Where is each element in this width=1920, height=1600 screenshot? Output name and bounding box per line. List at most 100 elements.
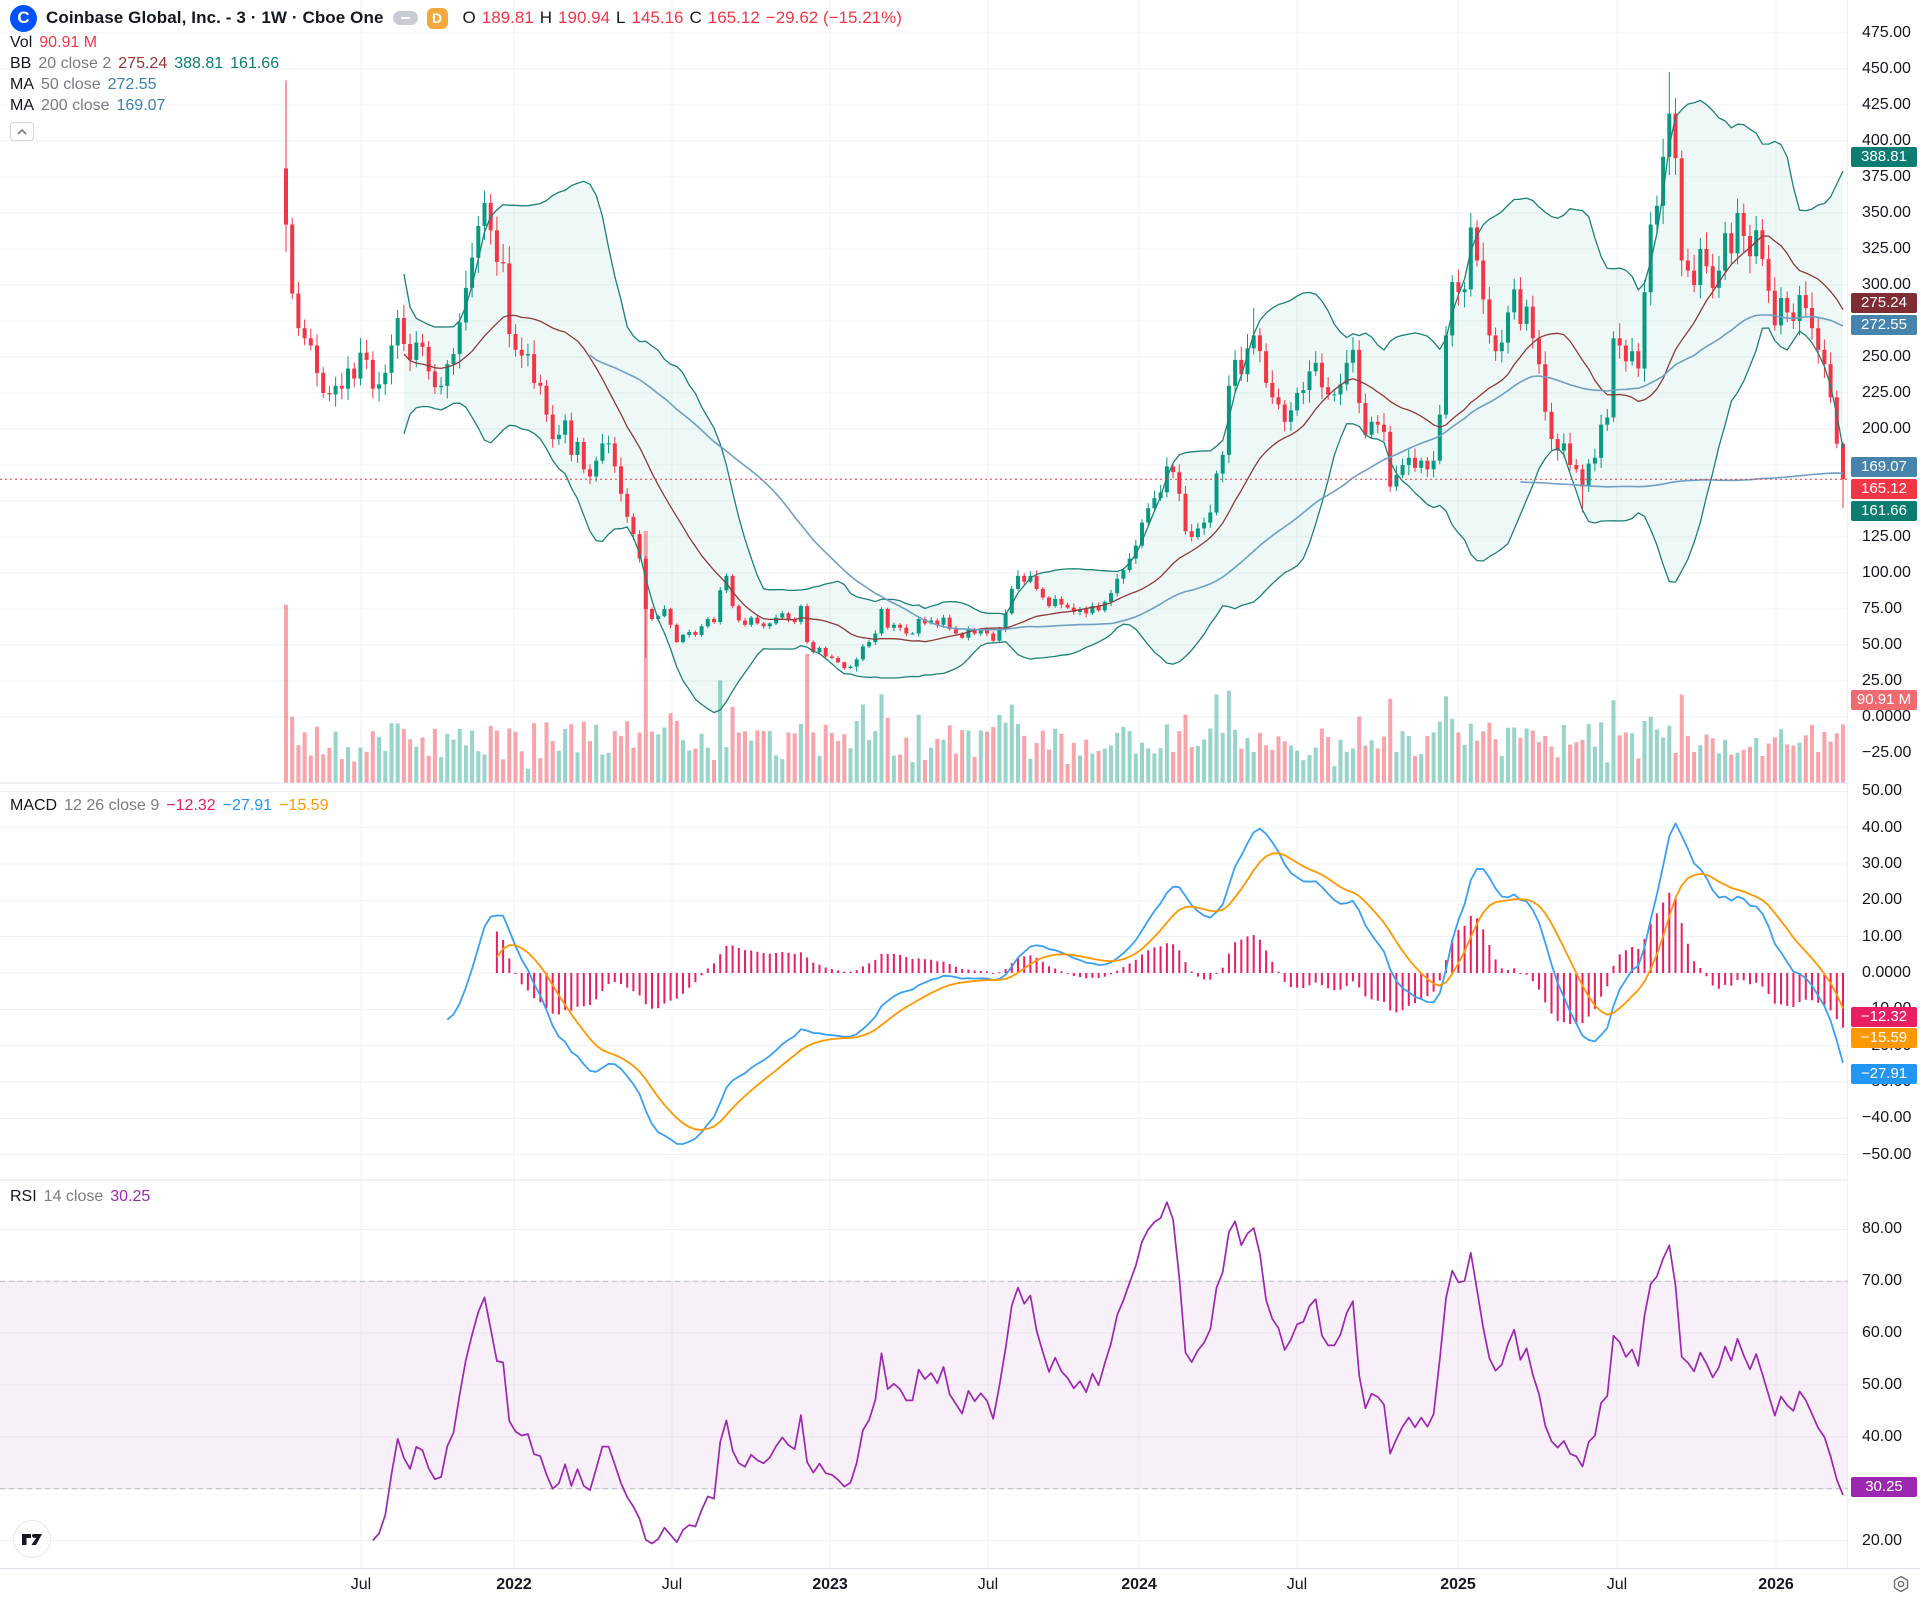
bb-basis-value: 275.24: [118, 55, 168, 72]
axis-tick-label: 10.00: [1862, 927, 1903, 945]
macd-signal-value: −15.59: [279, 797, 329, 814]
axis-tick-label: 0.0000: [1862, 964, 1911, 981]
axis-tick-label: 250.00: [1862, 348, 1911, 365]
time-tick-label: 2024: [1121, 1576, 1157, 1593]
bb-params: 20 close 2: [38, 55, 112, 72]
axis-tick-label: 50.00: [1862, 782, 1903, 800]
axis-price-badge: 30.25: [1851, 1477, 1917, 1497]
legend-macd[interactable]: MACD 12 26 close 9 −12.32 −27.91 −15.59: [10, 795, 328, 816]
marks-toggle-pill[interactable]: [392, 11, 418, 25]
axis-price-badge: −12.32: [1851, 1007, 1917, 1027]
open-label: O: [462, 8, 476, 27]
delayed-data-badge[interactable]: D: [426, 7, 448, 29]
axis-tick-label: 300.00: [1862, 276, 1911, 293]
axis-price-badge: −15.59: [1851, 1028, 1917, 1048]
axis-price-badge: 388.81: [1851, 147, 1917, 167]
axis-settings-icon[interactable]: [1891, 1574, 1911, 1599]
time-tick-label: Jul: [1606, 1576, 1628, 1593]
rsi-value: 30.25: [110, 1188, 151, 1205]
ma200-label: MA: [10, 97, 34, 114]
volume-value: 90.91 M: [39, 34, 98, 51]
legend-volume[interactable]: Vol 90.91 M: [10, 33, 902, 53]
ma50-params: 50 close: [41, 76, 101, 93]
axis-tick-label: 100.00: [1862, 564, 1911, 581]
axis-price-badge: 272.55: [1851, 315, 1917, 335]
close-value: 165.12: [707, 8, 760, 27]
ma200-params: 200 close: [41, 97, 110, 114]
time-tick-label: 2026: [1758, 1576, 1794, 1593]
axis-price-badge: 165.12: [1851, 479, 1917, 499]
ma50-value: 272.55: [107, 76, 157, 93]
low-value: 145.16: [631, 8, 684, 27]
axis-tick-label: 400.00: [1862, 132, 1911, 149]
legend-ma200[interactable]: MA 200 close 169.07: [10, 96, 902, 116]
change-value: −29.62 (−15.21%): [765, 8, 902, 27]
symbol-title[interactable]: Coinbase Global, Inc. - 3 · 1W · Cboe On…: [46, 8, 384, 27]
macd-label: MACD: [10, 797, 58, 814]
legend-ma50[interactable]: MA 50 close 272.55: [10, 75, 902, 95]
high-value: 190.94: [558, 8, 611, 27]
axis-tick-label: 30.00: [1862, 855, 1903, 872]
axis-price-badge: 169.07: [1851, 457, 1917, 477]
axis-tick-label: 450.00: [1862, 60, 1911, 77]
axis-price-badge: 275.24: [1851, 293, 1917, 313]
macd-params: 12 26 close 9: [64, 797, 160, 814]
time-tick-label: 2023: [812, 1576, 848, 1593]
tradingview-icon: [22, 1534, 42, 1545]
symbol-header: C Coinbase Global, Inc. - 3 · 1W · Cboe …: [10, 4, 902, 32]
price-axis[interactable]: 475.00 450.00 425.00 400.00 375.00 350.00 325.…: [1848, 0, 1920, 1568]
axis-price-badge: 90.91 M: [1851, 690, 1917, 710]
tradingview-logo[interactable]: [13, 1520, 51, 1558]
axis-tick-label: 475.00: [1862, 24, 1911, 41]
axis-tick-label: 50.00: [1862, 636, 1903, 653]
time-tick-label: Jul: [1286, 1576, 1308, 1593]
legend-overlay: C Coinbase Global, Inc. - 3 · 1W · Cboe …: [10, 4, 902, 141]
axis-tick-label: 125.00: [1862, 528, 1911, 545]
coinbase-logo-icon[interactable]: C: [10, 4, 37, 32]
axis-price-badge: 161.66: [1851, 501, 1917, 521]
time-tick-label: 2022: [496, 1576, 532, 1593]
macd-hist-value: −12.32: [166, 797, 216, 814]
macd-line-value: −27.91: [222, 797, 273, 814]
axis-tick-label: 425.00: [1862, 96, 1911, 113]
axis-tick-label: 225.00: [1862, 384, 1911, 401]
rsi-label: RSI: [10, 1188, 37, 1205]
axis-tick-label: −25.00: [1862, 744, 1912, 761]
bb-lower-value: 161.66: [230, 55, 280, 72]
open-value: 189.81: [481, 8, 534, 27]
high-label: H: [539, 8, 553, 27]
axis-tick-label: 20.00: [1862, 1531, 1903, 1549]
collapse-legend-button[interactable]: [10, 122, 34, 141]
axis-tick-label: 200.00: [1862, 420, 1911, 437]
time-tick-label: Jul: [977, 1576, 999, 1593]
axis-tick-label: 60.00: [1862, 1324, 1903, 1342]
dash-icon: [400, 16, 410, 20]
ma200-value: 169.07: [116, 97, 166, 114]
axis-tick-label: 20.00: [1862, 891, 1903, 909]
axis-tick-label: 0.0000: [1862, 708, 1911, 725]
time-tick-label: Jul: [350, 1576, 372, 1593]
close-label: C: [689, 8, 702, 27]
ohlc-readout: O 189.81 H 190.94 L 145.16 C 165.12 −29.62 (…: [463, 8, 902, 28]
axis-tick-label: −50.00: [1862, 1145, 1912, 1163]
axis-tick-label: 50.00: [1862, 1376, 1903, 1393]
axis-tick-label: 70.00: [1862, 1272, 1903, 1290]
low-label: L: [616, 8, 626, 27]
bb-upper-value: 388.81: [174, 55, 224, 72]
axis-tick-label: 40.00: [1862, 1427, 1903, 1445]
rsi-params: 14 close: [43, 1188, 104, 1205]
legend-rsi[interactable]: RSI 14 close 30.25: [10, 1186, 150, 1207]
axis-tick-label: 80.00: [1862, 1220, 1903, 1238]
axis-tick-label: 350.00: [1862, 204, 1911, 221]
axis-tick-label: 75.00: [1862, 600, 1903, 617]
volume-label: Vol: [10, 34, 33, 51]
time-tick-label: Jul: [661, 1576, 683, 1593]
legend-bb[interactable]: BB 20 close 2 275.24 388.81 161.66: [10, 54, 902, 74]
axis-tick-label: 25.00: [1862, 672, 1903, 689]
time-axis[interactable]: Jul 2022 Jul 2023 Jul 2024 Jul 2025 Jul 2026: [0, 1568, 1920, 1600]
axis-tick-label: 325.00: [1862, 240, 1911, 257]
bb-label: BB: [10, 55, 32, 72]
axis-tick-label: 375.00: [1862, 168, 1911, 185]
